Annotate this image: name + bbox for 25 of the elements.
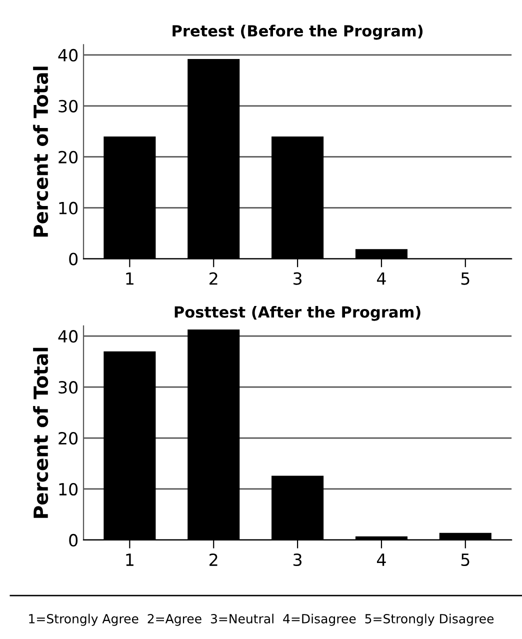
y-tick-label: 40 <box>58 330 78 343</box>
x-tick-label: 5 <box>461 272 470 285</box>
x-tick-label: 2 <box>210 272 218 285</box>
text: 1=Strongly Agree 2=Agree 3=Neutral 4=Disagree 5=Strongly Disagree <box>29 614 494 626</box>
x-tick-label: 3 <box>294 272 302 285</box>
x-tick-label: 1 <box>126 272 134 285</box>
x-tick-label: 2 <box>210 553 218 566</box>
y-tick-label: 20 <box>58 150 78 164</box>
y-tick-label: 10 <box>59 202 78 214</box>
y-tick-label: 30 <box>58 100 78 112</box>
y-tick-label: 0 <box>69 252 78 266</box>
x-tick-label: 4 <box>376 554 386 566</box>
x-tick-label: 1 <box>126 554 134 566</box>
y-tick-label: 0 <box>69 534 78 547</box>
x-tick-label: 3 <box>294 553 302 566</box>
y-tick-label: 30 <box>58 381 78 394</box>
y-tick-label: 20 <box>58 432 78 445</box>
chart-title: Pretest (Before the Program) <box>172 24 423 40</box>
y-axis-title: Percent of Total <box>33 66 48 237</box>
x-tick-label: 5 <box>461 554 470 566</box>
y-tick-label: 10 <box>59 482 78 496</box>
x-tick-label: 4 <box>376 272 386 285</box>
chart-title: Posttest (After the Program) <box>174 306 420 321</box>
y-axis-title: Percent of Total <box>33 348 48 518</box>
y-tick-label: 40 <box>58 48 78 62</box>
